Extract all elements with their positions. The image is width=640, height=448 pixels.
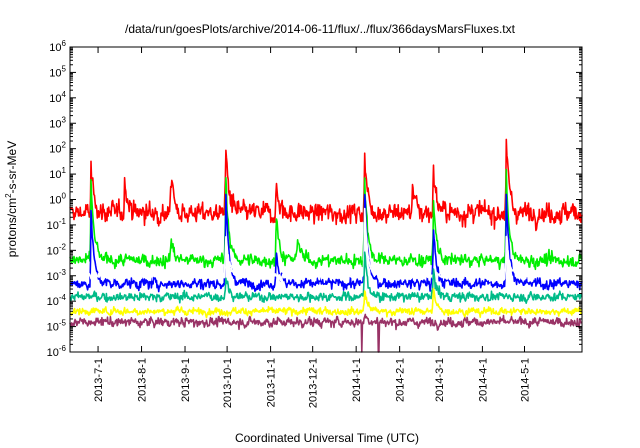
x-tick-label: 2013-8-1 [137, 358, 149, 402]
x-axis-label: Coordinated Universal Time (UTC) [235, 431, 419, 445]
series-line-5 [69, 287, 583, 319]
y-tick-label: 102 [49, 141, 66, 156]
series-line-1 [69, 168, 583, 271]
x-tick-label: 2013-12-1 [308, 358, 320, 408]
y-tick-label: 104 [49, 90, 66, 105]
y-axis-label: protons/cm2-s-sr-MeV [4, 141, 19, 257]
x-tick-label: 2014-1-1 [351, 358, 363, 402]
x-tick-label: 2014-3-1 [434, 358, 446, 402]
y-tick-label: 10-2 [47, 242, 67, 257]
y-tick-label: 101 [49, 166, 66, 181]
plot-frame [69, 46, 583, 353]
y-tick-label: 10-5 [47, 319, 67, 334]
y-axis-label-suffix: -s-sr-MeV [5, 141, 19, 194]
x-axis-ticks: 2013-7-1 2013-8-1 2013-9-1 2013-10-1 2013-11… [93, 47, 531, 408]
x-tick-label: 2013-9-1 [180, 358, 192, 402]
series-line-2 [69, 193, 583, 293]
x-tick-label: 2013-7-1 [93, 358, 105, 402]
y-tick-label: 106 [49, 39, 66, 54]
y-axis-label-sup: 2 [4, 193, 13, 198]
x-tick-label: 2014-4-1 [477, 358, 489, 402]
series-line-3 [69, 207, 583, 283]
series-line-6 [69, 313, 583, 353]
chart-title: /data/run/goesPlots/archive/2014-06-11/f… [125, 22, 516, 36]
series-line-4 [69, 251, 583, 305]
x-tick-label: 2014-5-1 [519, 358, 531, 402]
series-line-0 [69, 138, 583, 232]
y-tick-label: 103 [49, 115, 66, 130]
y-tick-label: 105 [49, 64, 66, 79]
y-axis-label-prefix: protons/cm [5, 198, 19, 257]
y-tick-label: 10-1 [47, 217, 67, 232]
x-tick-label: 2013-10-1 [222, 358, 234, 408]
x-tick-label: 2013-11-1 [266, 358, 278, 407]
y-tick-label: 10-4 [47, 293, 67, 308]
y-tick-label: 10-6 [47, 344, 67, 359]
y-tick-label: 10-3 [47, 268, 67, 283]
series-layer [69, 138, 583, 353]
x-tick-label: 2014-2-1 [395, 358, 407, 402]
y-tick-label: 100 [49, 192, 66, 207]
